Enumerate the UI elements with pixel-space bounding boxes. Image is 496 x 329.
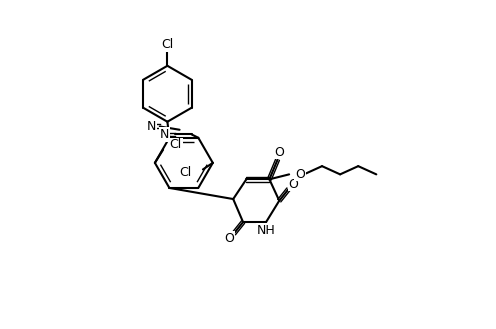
- Text: Cl: Cl: [170, 138, 182, 151]
- Text: O: O: [295, 168, 305, 181]
- Text: O: O: [288, 178, 298, 191]
- Text: O: O: [274, 146, 284, 159]
- Text: N: N: [147, 120, 156, 133]
- Text: NH: NH: [257, 224, 275, 237]
- Text: N: N: [160, 128, 169, 141]
- Text: Cl: Cl: [179, 165, 191, 179]
- Text: O: O: [224, 232, 234, 245]
- Text: Cl: Cl: [161, 38, 174, 51]
